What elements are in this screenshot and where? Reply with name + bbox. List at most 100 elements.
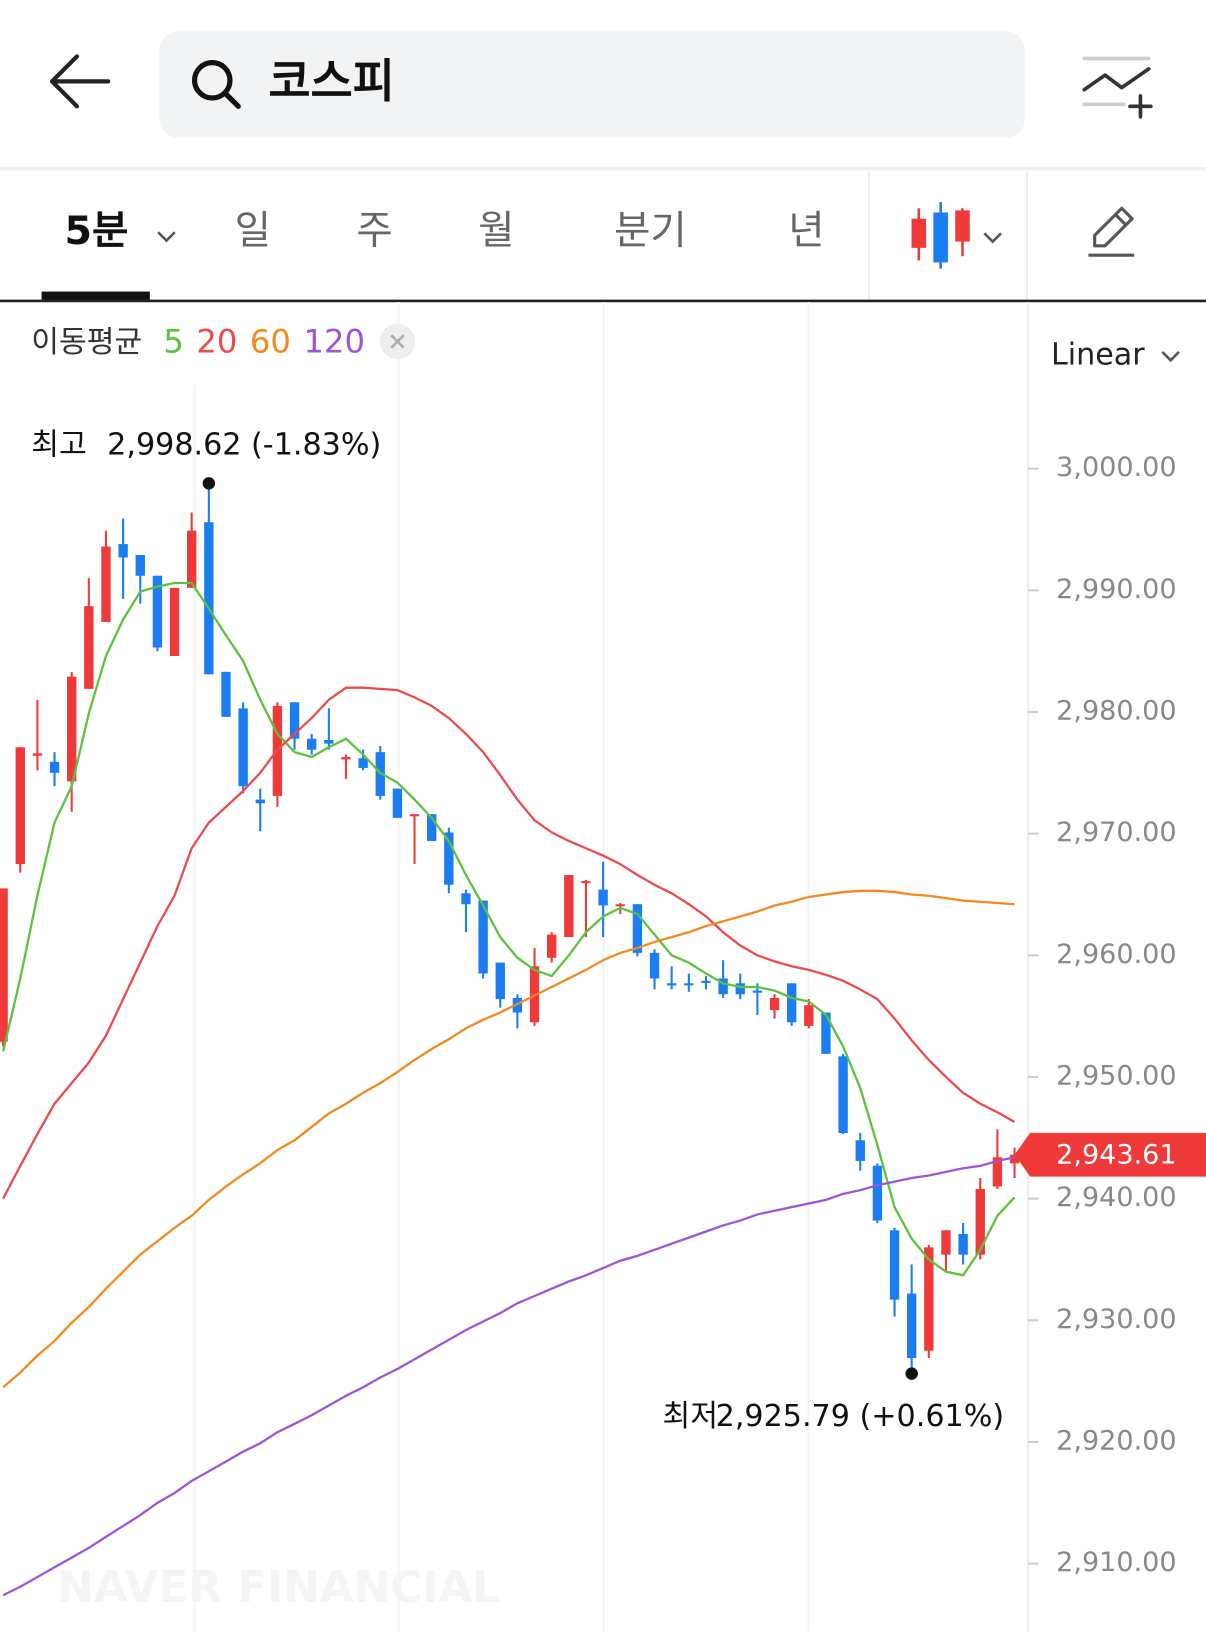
tab[interactable]: 년 [788, 208, 824, 254]
candle-body [684, 983, 694, 986]
candle-body [324, 739, 334, 744]
legend-entry: 20 [196, 323, 237, 361]
candle-body [906, 1293, 917, 1359]
legend-entry: 60 [250, 323, 291, 361]
y-tick-label: 2,960.00 [1056, 939, 1176, 970]
candle-body [804, 1005, 814, 1026]
candle-body [735, 983, 745, 995]
last-price-tag [1014, 1132, 1206, 1177]
last-price-label: 2,943.61 [1056, 1139, 1176, 1170]
candle-body [135, 555, 145, 576]
tab[interactable]: 5분 [65, 208, 129, 254]
moving-average-line [2, 1156, 1015, 1597]
watermark: NAVER FINANCIAL [57, 1562, 500, 1613]
candle-body [821, 1012, 831, 1054]
moving-average-line [2, 686, 1016, 1200]
tab-chevron [157, 231, 176, 243]
candle-body [341, 757, 351, 760]
candle-body [564, 875, 574, 938]
candle-body [598, 889, 608, 906]
candle-body [649, 952, 660, 979]
moving-average-line [2, 889, 1015, 1389]
low-value: 2,925.79 (+0.61%) [716, 1399, 1004, 1434]
tab[interactable]: 월 [478, 208, 514, 254]
candle-body [581, 881, 591, 884]
candle-body [838, 1056, 848, 1133]
candle-body [924, 1247, 934, 1351]
candle-body [358, 758, 368, 768]
candle-body [204, 522, 214, 675]
candle-body [101, 546, 111, 622]
candle-body [427, 814, 437, 841]
candle-body [958, 1233, 968, 1255]
candle-body [461, 893, 471, 905]
legend-entry: 5 [163, 323, 184, 361]
candle-body [752, 990, 763, 993]
ma-close[interactable] [379, 323, 416, 360]
candle-body [701, 980, 711, 983]
y-tick-label: 2,940.00 [1056, 1182, 1176, 1213]
candle-body [32, 753, 43, 756]
candle-body [667, 983, 677, 986]
candle-body [615, 904, 625, 907]
legend-entry: 120 [303, 323, 365, 361]
high-label: 최고 [31, 427, 87, 462]
tab[interactable]: 분기 [614, 208, 687, 254]
candle-body [941, 1230, 951, 1255]
candle-body [255, 799, 265, 804]
candle-body [118, 544, 128, 558]
y-tick-label: 2,920.00 [1056, 1425, 1176, 1456]
scale-mode[interactable]: Linear [1051, 338, 1145, 373]
tab-underline [41, 291, 150, 300]
y-tick-label: 2,950.00 [1056, 1060, 1176, 1091]
search-box[interactable] [159, 31, 1025, 138]
candle-body [238, 708, 248, 787]
candle-body [49, 761, 60, 773]
low-label: 최저 [662, 1399, 718, 1434]
candle-body [992, 1157, 1003, 1187]
scale-chevron [1161, 350, 1180, 363]
plot: 2,910.00 2,920.00 2,930.00 2,940.00 2,950.00… [0, 323, 1206, 1597]
candle-body [632, 904, 643, 953]
candle-body [221, 671, 231, 717]
candle-body [307, 738, 317, 750]
candle-body [495, 962, 505, 1000]
tab[interactable]: 일 [235, 208, 271, 254]
compare-button[interactable] [1082, 56, 1153, 119]
candle-body [152, 575, 163, 648]
time-grid [193, 301, 810, 1632]
y-tick-label: 2,930.00 [1056, 1304, 1176, 1335]
y-tick-label: 2,910.00 [1056, 1547, 1176, 1578]
candle-body [872, 1165, 883, 1221]
candle-body [444, 832, 454, 885]
search-query: 코스피 [268, 55, 394, 108]
candle-body [84, 606, 94, 689]
candle-body [855, 1140, 865, 1161]
search-icon [191, 60, 241, 109]
candle-body [787, 983, 797, 1023]
low-marker [905, 1367, 918, 1380]
high-value: 2,998.62 (-1.83%) [107, 427, 381, 462]
candle-body [718, 978, 728, 995]
candle-body [1009, 1154, 1020, 1164]
moving-average-line [2, 581, 1016, 1277]
back-button[interactable] [49, 54, 111, 109]
y-tick-label: 2,990.00 [1056, 574, 1176, 605]
candle-body [975, 1188, 985, 1255]
candle-body [889, 1230, 900, 1300]
candle-body [187, 530, 197, 588]
candle-body [769, 997, 780, 1011]
ma-title: 이동평균 [31, 325, 142, 360]
y-tick-label: 2,970.00 [1056, 817, 1176, 848]
chart-type-button[interactable] [911, 202, 1002, 269]
high-marker [202, 477, 216, 490]
candle-body [547, 934, 557, 958]
candle-body [169, 587, 180, 657]
candle-body [409, 814, 420, 817]
candle-body [289, 702, 300, 739]
draw-button[interactable] [1088, 206, 1135, 257]
candle-body [392, 788, 403, 818]
tab[interactable]: 주 [356, 208, 392, 254]
candle-body [0, 888, 8, 1042]
